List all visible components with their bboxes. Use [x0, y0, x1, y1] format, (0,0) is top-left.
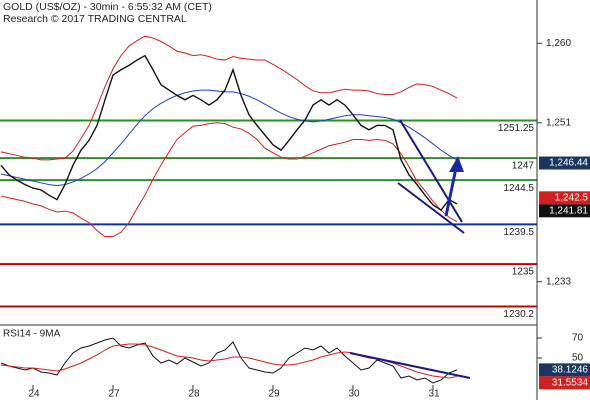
level-label: 1251.25: [498, 123, 535, 134]
annotations: [349, 119, 471, 379]
y-tick-label: 1,251: [546, 117, 571, 128]
y-tick-label: 50: [572, 353, 584, 364]
price-tag-label: 1,246.44: [549, 158, 588, 169]
level-label: 1244.5: [503, 183, 534, 194]
price-tag-label: 1,242.5: [555, 192, 589, 203]
arrow-head: [449, 156, 464, 172]
x-tick-label: 30: [348, 389, 360, 400]
y-tick-label: 1,233: [546, 276, 571, 287]
level-label: 1247: [512, 161, 535, 172]
series-line: [0, 35, 458, 161]
x-tick-label: 28: [188, 389, 200, 400]
price-tag-label: 31.5534: [552, 378, 589, 389]
series-line: [0, 54, 458, 212]
overlay: GOLD (US$/OZ) - 30min - 6:55:32 AM (CET)…: [0, 0, 250, 340]
price-tag: [539, 191, 590, 205]
series-line: [0, 89, 458, 186]
price-tag: [539, 156, 590, 170]
y-tick-label: 70: [572, 333, 584, 344]
level-label: 1230.2: [503, 309, 534, 320]
price-tag: [539, 376, 590, 390]
price-tag: [539, 204, 590, 218]
x-tick-label: 24: [28, 389, 40, 400]
level-label: 1239.5: [503, 227, 534, 238]
y-tick-label: 1,260: [546, 38, 571, 49]
indicator-label: RSI14 - 9MA: [3, 329, 61, 340]
chart-title: GOLD (US$/OZ) - 30min - 6:55:32 AM (CET): [3, 1, 212, 13]
x-tick-label: 27: [108, 389, 120, 400]
x-tick-label: 31: [428, 389, 440, 400]
series-line: [0, 337, 458, 384]
chart-subtitle: Research © 2017 TRADING CENTRAL: [3, 13, 187, 25]
price-tag-label: 38.1246: [552, 365, 589, 376]
trend-line: [399, 119, 463, 223]
title-box: [0, 0, 250, 26]
indicator-label-box: [0, 327, 70, 340]
rsi-trend-line: [349, 352, 471, 379]
price-tag-label: 1,241.81: [549, 205, 588, 216]
arrow-shaft: [444, 167, 458, 217]
price-tag: [539, 363, 590, 377]
series-line: [0, 122, 458, 238]
trend-line: [397, 182, 465, 234]
x-tick-label: 29: [268, 389, 280, 400]
level-label: 1235: [512, 267, 535, 278]
